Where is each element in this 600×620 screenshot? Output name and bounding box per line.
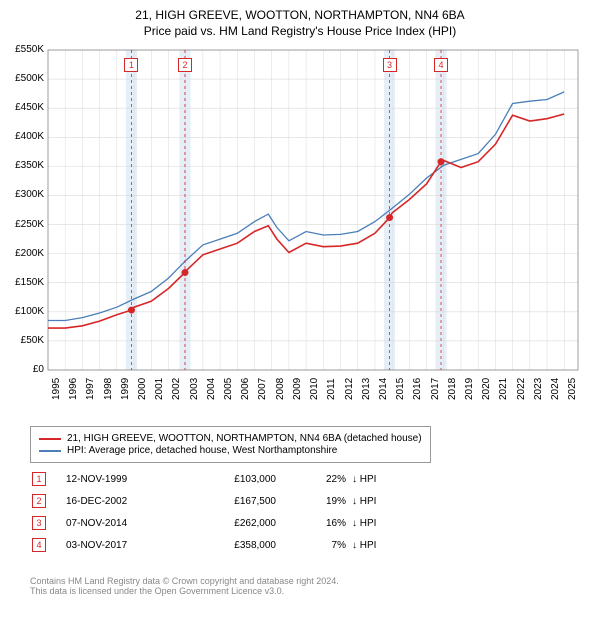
transaction-pct: 22% — [286, 474, 346, 485]
transaction-price: £262,000 — [186, 518, 276, 529]
transaction-price: £103,000 — [186, 474, 276, 485]
y-tick-label: £450K — [0, 102, 44, 113]
legend-label: 21, HIGH GREEVE, WOOTTON, NORTHAMPTON, N… — [67, 433, 422, 444]
legend-item: HPI: Average price, detached house, West… — [39, 445, 422, 456]
y-tick-label: £200K — [0, 248, 44, 259]
transactions-table: 112-NOV-1999£103,00022%↓ HPI216-DEC-2002… — [32, 468, 396, 556]
transaction-date: 16-DEC-2002 — [66, 496, 186, 507]
y-tick-label: £50K — [0, 335, 44, 346]
x-tick-label: 2020 — [481, 378, 492, 400]
y-tick-label: £400K — [0, 131, 44, 142]
transaction-arrow: ↓ HPI — [346, 518, 396, 529]
x-tick-label: 2015 — [395, 378, 406, 400]
price-chart — [0, 0, 600, 430]
chart-marker: 2 — [178, 58, 192, 72]
transaction-pct: 16% — [286, 518, 346, 529]
transaction-date: 03-NOV-2017 — [66, 540, 186, 551]
transaction-row: 4 03-NOV-2017£358,000 7%↓ HPI — [32, 534, 396, 556]
transaction-date: 12-NOV-1999 — [66, 474, 186, 485]
x-tick-label: 2009 — [292, 378, 303, 400]
y-tick-label: £500K — [0, 73, 44, 84]
y-tick-label: £300K — [0, 189, 44, 200]
x-tick-label: 2025 — [567, 378, 578, 400]
x-tick-label: 2011 — [326, 378, 337, 400]
x-tick-label: 2023 — [533, 378, 544, 400]
x-tick-label: 1996 — [68, 378, 79, 400]
x-tick-label: 2022 — [516, 378, 527, 400]
x-tick-label: 2002 — [171, 378, 182, 400]
legend-swatch — [39, 438, 61, 440]
transaction-price: £358,000 — [186, 540, 276, 551]
y-tick-label: £350K — [0, 160, 44, 171]
x-tick-label: 2007 — [257, 378, 268, 400]
legend-swatch — [39, 450, 61, 452]
transaction-marker: 2 — [32, 494, 46, 508]
y-tick-label: £150K — [0, 277, 44, 288]
x-tick-label: 2013 — [361, 378, 372, 400]
transaction-marker: 3 — [32, 516, 46, 530]
x-tick-label: 2016 — [412, 378, 423, 400]
transaction-marker: 4 — [32, 538, 46, 552]
y-tick-label: £0 — [0, 364, 44, 375]
legend: 21, HIGH GREEVE, WOOTTON, NORTHAMPTON, N… — [30, 426, 431, 463]
transaction-row: 1 12-NOV-1999£103,000 22%↓ HPI — [32, 468, 396, 490]
transaction-pct: 7% — [286, 540, 346, 551]
attribution-footer: Contains HM Land Registry data © Crown c… — [30, 576, 339, 596]
x-tick-label: 2008 — [275, 378, 286, 400]
transaction-row: 3 07-NOV-2014£262,000 16%↓ HPI — [32, 512, 396, 534]
chart-marker: 4 — [434, 58, 448, 72]
transaction-price: £167,500 — [186, 496, 276, 507]
transaction-pct: 19% — [286, 496, 346, 507]
legend-item: 21, HIGH GREEVE, WOOTTON, NORTHAMPTON, N… — [39, 433, 422, 444]
x-tick-label: 2006 — [240, 378, 251, 400]
transaction-arrow: ↓ HPI — [346, 496, 396, 507]
y-tick-label: £100K — [0, 306, 44, 317]
chart-marker: 3 — [383, 58, 397, 72]
transaction-arrow: ↓ HPI — [346, 474, 396, 485]
x-tick-label: 2010 — [309, 378, 320, 400]
x-tick-label: 2001 — [154, 378, 165, 400]
y-tick-label: £550K — [0, 44, 44, 55]
transaction-row: 2 16-DEC-2002£167,500 19%↓ HPI — [32, 490, 396, 512]
transaction-arrow: ↓ HPI — [346, 540, 396, 551]
x-tick-label: 2018 — [447, 378, 458, 400]
transaction-date: 07-NOV-2014 — [66, 518, 186, 529]
x-tick-label: 2024 — [550, 378, 561, 400]
x-tick-label: 2000 — [137, 378, 148, 400]
x-tick-label: 1997 — [85, 378, 96, 400]
y-tick-label: £250K — [0, 219, 44, 230]
x-tick-label: 2019 — [464, 378, 475, 400]
x-tick-label: 1999 — [120, 378, 131, 400]
x-tick-label: 2012 — [344, 378, 355, 400]
x-tick-label: 2021 — [498, 378, 509, 400]
x-tick-label: 2003 — [189, 378, 200, 400]
x-tick-label: 1998 — [103, 378, 114, 400]
x-tick-label: 2017 — [430, 378, 441, 400]
x-tick-label: 2004 — [206, 378, 217, 400]
transaction-marker: 1 — [32, 472, 46, 486]
x-tick-label: 2005 — [223, 378, 234, 400]
legend-label: HPI: Average price, detached house, West… — [67, 445, 337, 456]
x-tick-label: 1995 — [51, 378, 62, 400]
chart-marker: 1 — [124, 58, 138, 72]
footer-line-2: This data is licensed under the Open Gov… — [30, 586, 339, 596]
footer-line-1: Contains HM Land Registry data © Crown c… — [30, 576, 339, 586]
x-tick-label: 2014 — [378, 378, 389, 400]
